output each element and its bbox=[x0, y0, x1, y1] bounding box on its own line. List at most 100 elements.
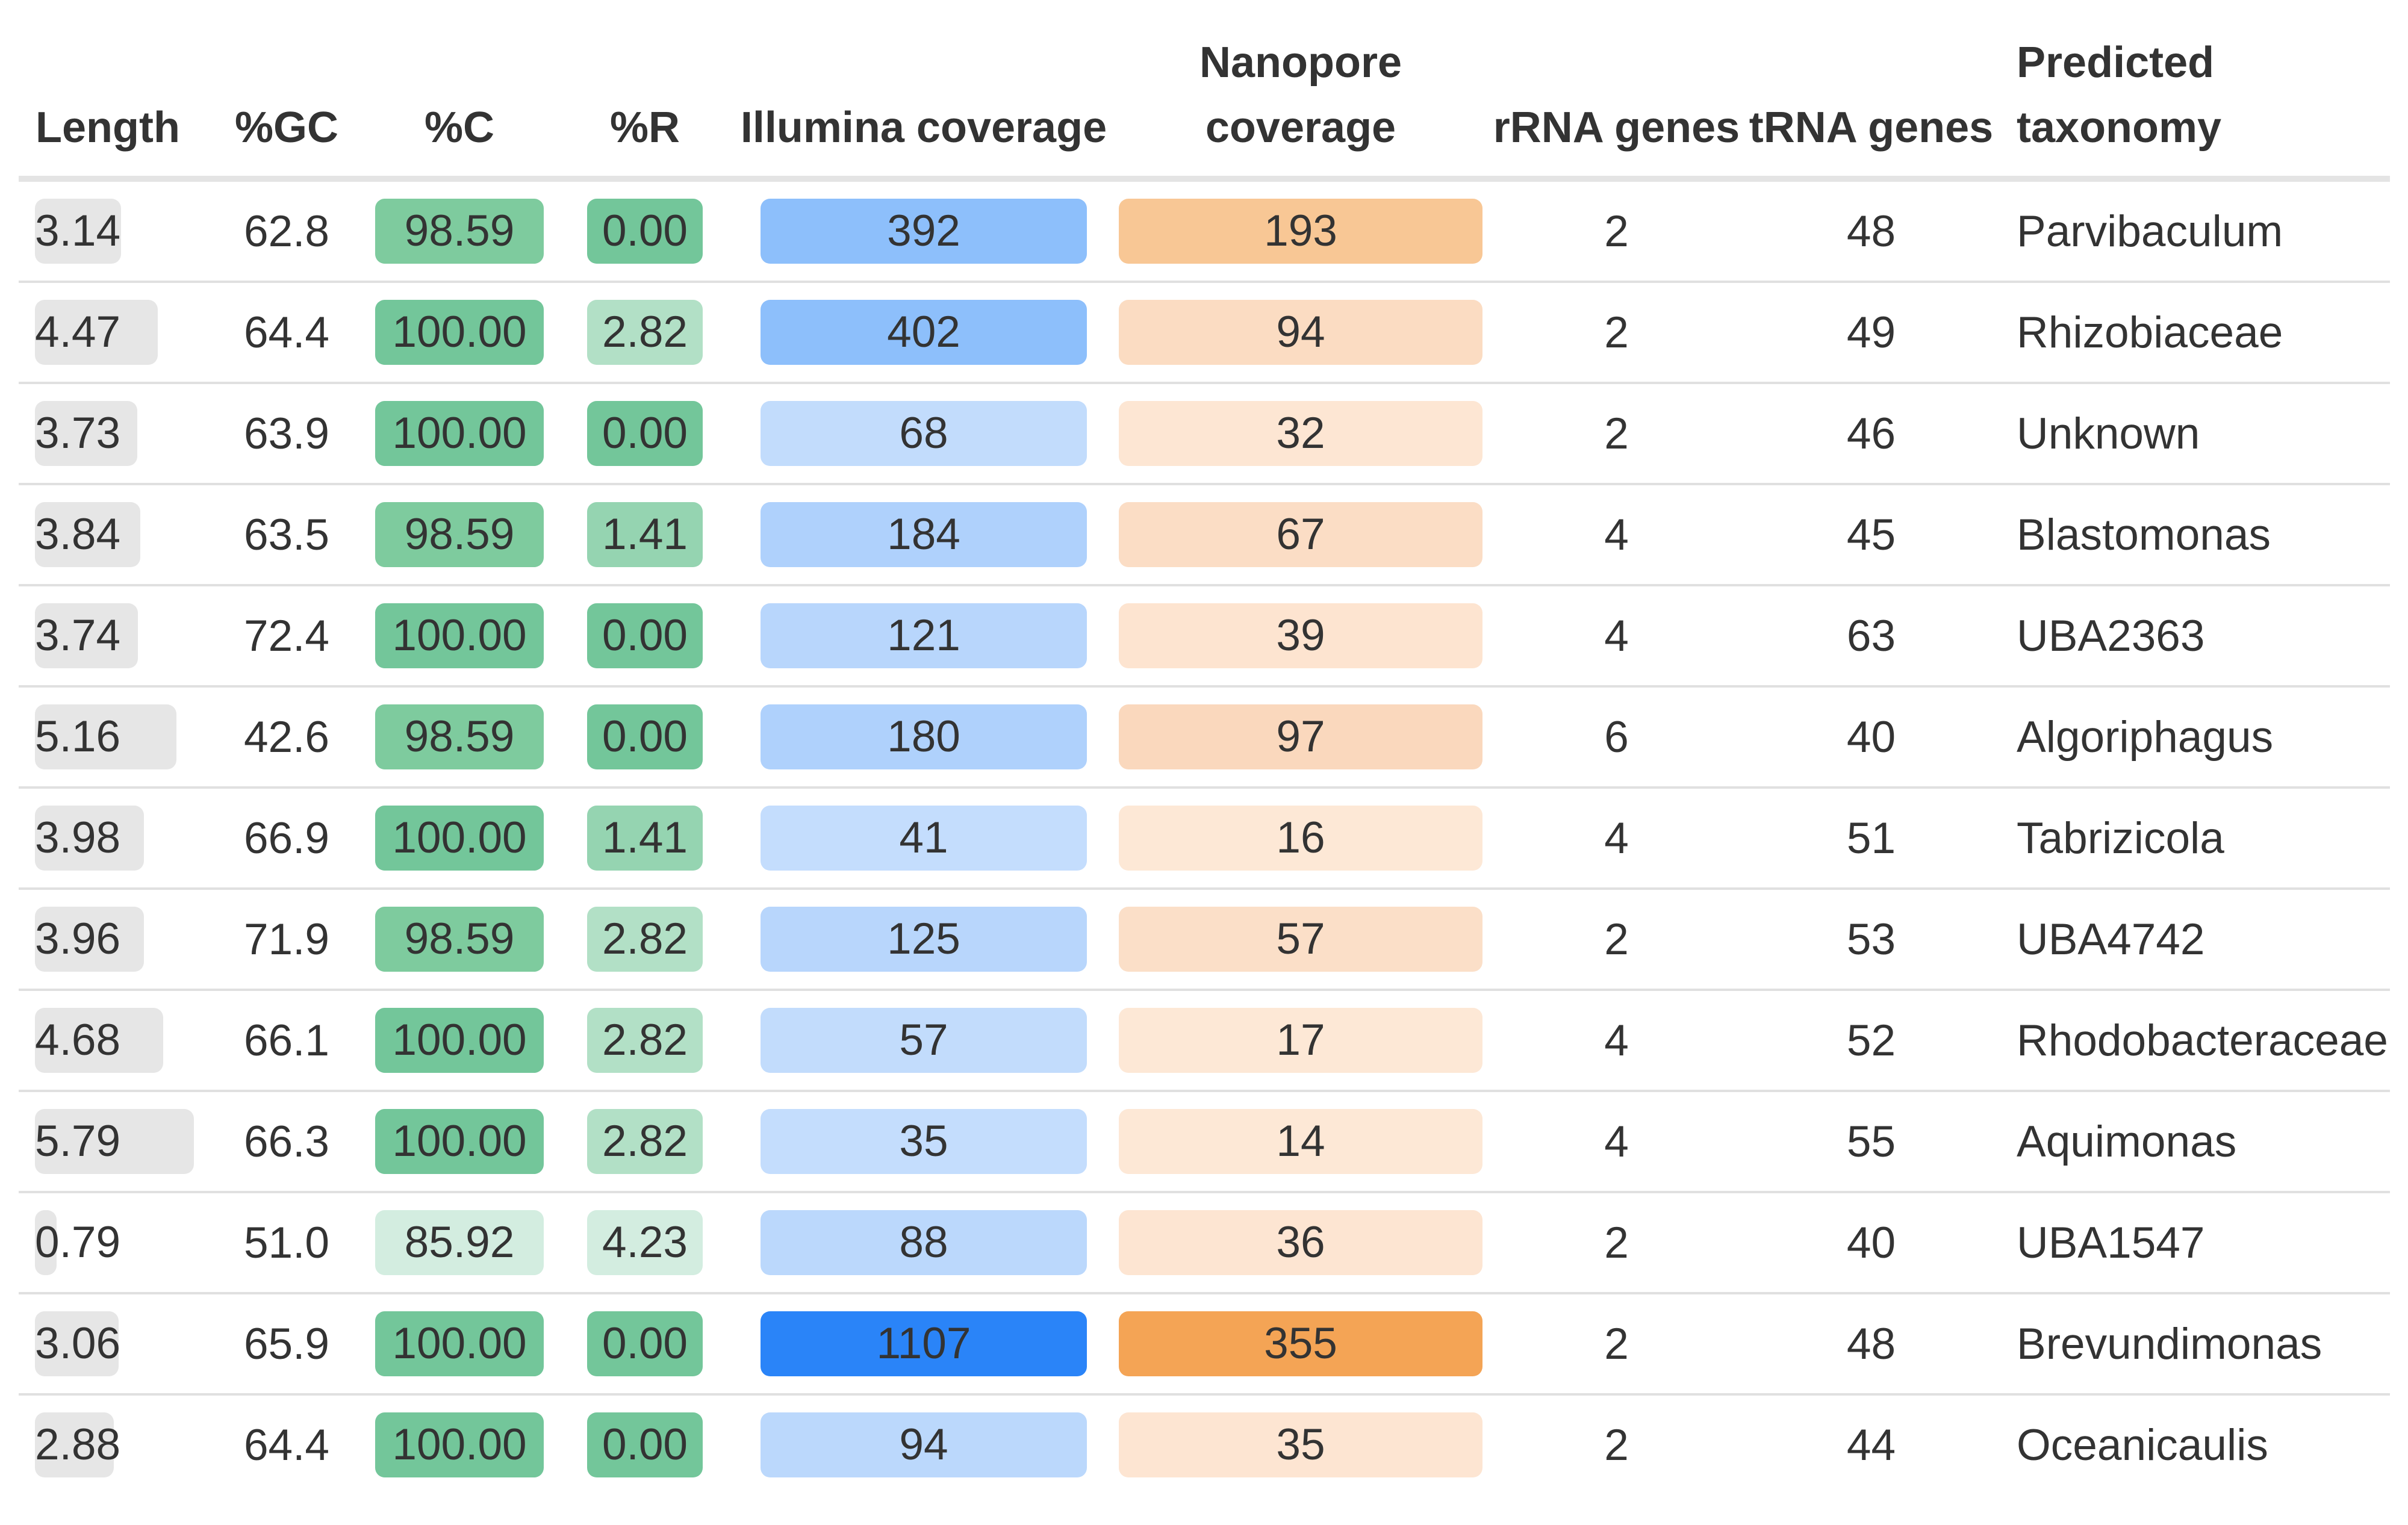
nanopore-coverage-value: 67 bbox=[1119, 502, 1482, 567]
length-cell: 3.74 bbox=[19, 585, 209, 688]
length-bar bbox=[35, 806, 145, 871]
length-value: 2.88 bbox=[35, 1420, 121, 1469]
illumina-coverage-value: 68 bbox=[761, 401, 1087, 466]
predicted-taxonomy-value: UBA4742 bbox=[1999, 889, 2390, 991]
gc-value: 65.9 bbox=[209, 1293, 364, 1396]
table-row: 2.88 64.4 100.00 0.00 94 35 2 44 Oceanicaulis bbox=[19, 1394, 2390, 1494]
illumina-coverage-value: 57 bbox=[761, 1008, 1087, 1073]
illumina-coverage-cell: 392 bbox=[735, 179, 1112, 283]
completeness-value: 100.00 bbox=[375, 603, 544, 668]
header-illumina-coverage: Illumina coverage bbox=[735, 30, 1112, 182]
completeness-value: 100.00 bbox=[375, 806, 544, 871]
redundancy-value: 1.41 bbox=[587, 502, 703, 567]
completeness-value: 100.00 bbox=[375, 1412, 544, 1477]
length-cell: 2.88 bbox=[19, 1394, 209, 1494]
illumina-coverage-cell: 402 bbox=[735, 282, 1112, 384]
trna-genes-value: 55 bbox=[1744, 1091, 1999, 1193]
nanopore-coverage-cell: 32 bbox=[1112, 383, 1489, 485]
redundancy-value: 2.82 bbox=[587, 300, 703, 365]
length-value: 4.47 bbox=[35, 308, 121, 356]
nanopore-coverage-value: 39 bbox=[1119, 603, 1482, 668]
predicted-taxonomy-value: Unknown bbox=[1999, 383, 2390, 485]
length-bar-track: 5.16 bbox=[35, 704, 194, 769]
length-value: 0.79 bbox=[35, 1218, 121, 1267]
rrna-genes-value: 2 bbox=[1489, 1293, 1744, 1396]
predicted-taxonomy-value: Oceanicaulis bbox=[2017, 1420, 2268, 1470]
length-cell: 3.14 bbox=[19, 179, 209, 283]
length-cell: 3.06 bbox=[19, 1293, 209, 1396]
trna-genes-value: 45 bbox=[1744, 484, 1999, 586]
length-bar-track: 3.84 bbox=[35, 502, 194, 567]
length-bar-track: 3.73 bbox=[35, 401, 194, 466]
table-row: 3.74 72.4 100.00 0.00 121 39 4 63 UBA2363 bbox=[19, 585, 2390, 688]
completeness-cell: 98.59 bbox=[364, 686, 555, 789]
completeness-cell: 85.92 bbox=[364, 1192, 555, 1294]
redundancy-cell: 2.82 bbox=[555, 282, 735, 384]
redundancy-value: 0.00 bbox=[587, 704, 703, 769]
trna-genes-value: 46 bbox=[1744, 383, 1999, 485]
rrna-genes-value: 2 bbox=[1489, 282, 1744, 384]
illumina-coverage-value: 121 bbox=[761, 603, 1087, 668]
length-cell: 4.68 bbox=[19, 990, 209, 1092]
length-bar bbox=[35, 199, 122, 264]
nanopore-coverage-cell: 14 bbox=[1112, 1091, 1489, 1193]
header-trna-genes: tRNA genes bbox=[1744, 30, 1999, 182]
header-length: Length bbox=[19, 30, 209, 182]
predicted-taxonomy-value: Brevundimonas bbox=[1999, 1293, 2390, 1396]
completeness-value: 100.00 bbox=[375, 1311, 544, 1376]
illumina-coverage-value: 1107 bbox=[761, 1311, 1087, 1376]
completeness-value: 100.00 bbox=[375, 1109, 544, 1174]
completeness-cell: 100.00 bbox=[364, 1091, 555, 1193]
length-cell: 3.84 bbox=[19, 484, 209, 586]
nanopore-coverage-value: 32 bbox=[1119, 401, 1482, 466]
redundancy-cell: 2.82 bbox=[555, 990, 735, 1092]
completeness-value: 98.59 bbox=[375, 502, 544, 567]
length-cell: 5.16 bbox=[19, 686, 209, 789]
redundancy-cell: 4.23 bbox=[555, 1192, 735, 1294]
gc-value: 66.1 bbox=[209, 990, 364, 1092]
nanopore-coverage-cell: 16 bbox=[1112, 787, 1489, 890]
nanopore-coverage-cell: 35 bbox=[1112, 1394, 1489, 1494]
table-row: 5.79 66.3 100.00 2.82 35 14 4 55 Aquimonas bbox=[19, 1091, 2390, 1193]
length-bar-track: 5.79 bbox=[35, 1109, 194, 1174]
predicted-taxonomy-value: Blastomonas bbox=[1999, 484, 2390, 586]
completeness-value: 85.92 bbox=[375, 1210, 544, 1275]
gc-value: 71.9 bbox=[209, 889, 364, 991]
length-bar bbox=[35, 907, 144, 972]
length-bar bbox=[35, 603, 138, 668]
rrna-genes-value: 2 bbox=[1489, 179, 1744, 283]
rrna-genes-value: 2 bbox=[1604, 1420, 1629, 1470]
length-bar-track: 0.79 bbox=[35, 1210, 194, 1275]
completeness-cell: 100.00 bbox=[364, 1394, 555, 1494]
illumina-coverage-cell: 94 bbox=[735, 1394, 1112, 1494]
illumina-coverage-cell: 125 bbox=[735, 889, 1112, 991]
length-bar bbox=[35, 704, 177, 769]
header-nanopore-coverage: Nanopore coverage bbox=[1112, 30, 1489, 182]
completeness-value: 98.59 bbox=[375, 704, 544, 769]
length-value: 5.16 bbox=[35, 712, 121, 761]
redundancy-value: 0.00 bbox=[587, 1311, 703, 1376]
length-bar bbox=[35, 1412, 114, 1477]
length-value: 3.73 bbox=[35, 409, 121, 458]
length-cell: 5.79 bbox=[19, 1091, 209, 1193]
illumina-coverage-cell: 184 bbox=[735, 484, 1112, 586]
redundancy-cell: 0.00 bbox=[555, 179, 735, 283]
length-cell: 4.47 bbox=[19, 282, 209, 384]
length-bar bbox=[35, 502, 141, 567]
length-value: 5.79 bbox=[35, 1117, 121, 1166]
illumina-coverage-value: 125 bbox=[761, 907, 1087, 972]
redundancy-value: 0.00 bbox=[587, 603, 703, 668]
completeness-cell: 100.00 bbox=[364, 282, 555, 384]
length-cell: 3.98 bbox=[19, 787, 209, 890]
redundancy-cell: 0.00 bbox=[555, 1394, 735, 1494]
illumina-coverage-value: 94 bbox=[761, 1412, 1087, 1477]
trna-genes-value: 48 bbox=[1744, 1293, 1999, 1396]
header-rrna-genes: rRNA genes bbox=[1489, 30, 1744, 182]
table-row: 3.84 63.5 98.59 1.41 184 67 4 45 Blastomonas bbox=[19, 484, 2390, 586]
redundancy-cell: 2.82 bbox=[555, 889, 735, 991]
completeness-value: 100.00 bbox=[375, 401, 544, 466]
trna-genes-value: 51 bbox=[1744, 787, 1999, 890]
trna-genes-value: 44 bbox=[1846, 1420, 1896, 1470]
predicted-taxonomy-value: Tabrizicola bbox=[1999, 787, 2390, 890]
